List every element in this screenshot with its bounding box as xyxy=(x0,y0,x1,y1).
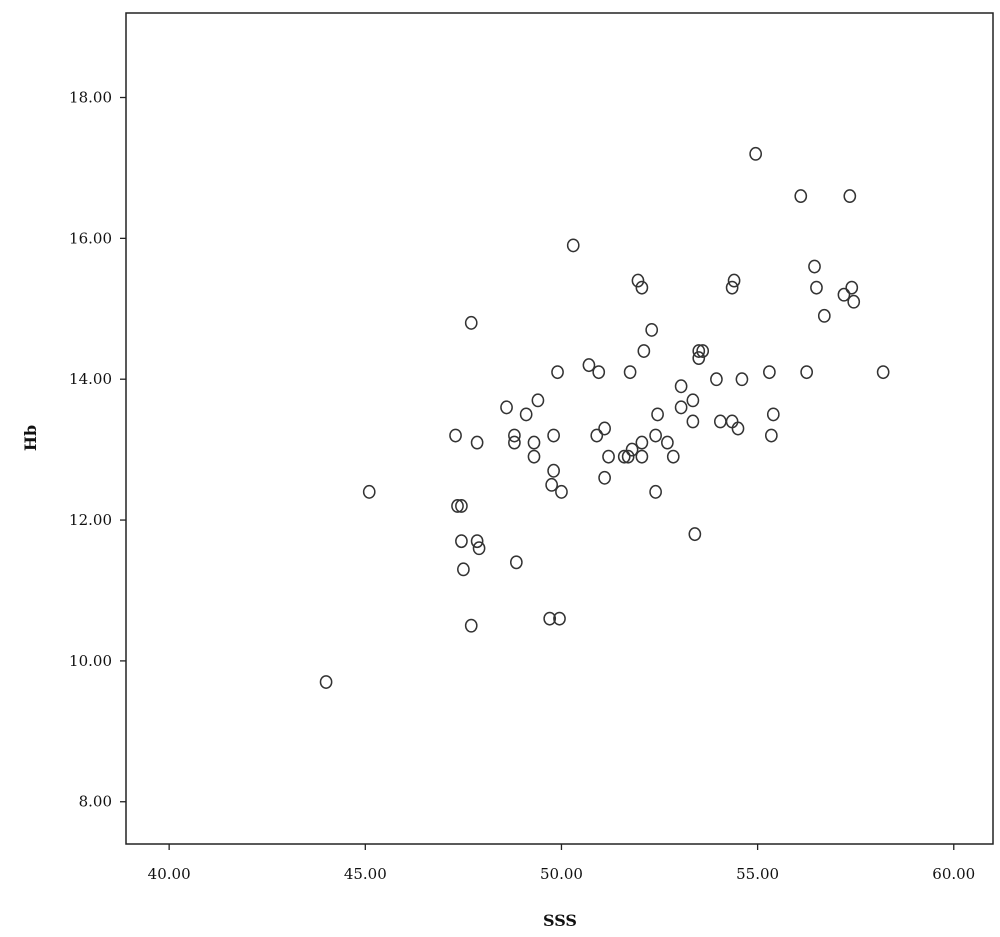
data-point xyxy=(519,407,533,422)
data-point xyxy=(847,294,861,309)
data-point xyxy=(566,238,580,253)
data-point xyxy=(674,379,688,394)
data-point xyxy=(735,372,749,387)
data-point xyxy=(845,280,859,295)
data-point xyxy=(817,308,831,323)
data-point xyxy=(553,611,566,626)
y-axis-title: Hb xyxy=(21,425,40,451)
data-point xyxy=(692,351,706,366)
data-point xyxy=(631,273,645,288)
x-tick-label: 50.00 xyxy=(540,865,583,883)
y-tick-label: 14.00 xyxy=(69,370,112,388)
data-point xyxy=(617,449,631,464)
data-point xyxy=(457,562,470,577)
data-point xyxy=(470,435,484,450)
data-point xyxy=(645,322,659,337)
data-point xyxy=(651,407,664,422)
data-point xyxy=(713,414,727,429)
data-point xyxy=(692,344,706,358)
data-point xyxy=(451,499,464,513)
data-point xyxy=(545,477,559,492)
data-point xyxy=(725,280,739,295)
data-point xyxy=(749,146,763,161)
y-tick-label: 10.00 xyxy=(69,652,112,670)
data-point xyxy=(555,484,568,499)
data-point xyxy=(810,280,823,295)
y-tick-label: 12.00 xyxy=(69,511,112,529)
y-tick-label: 18.00 xyxy=(69,89,112,107)
data-point xyxy=(808,259,821,274)
data-point xyxy=(590,428,604,443)
data-point xyxy=(876,365,890,380)
data-point xyxy=(686,393,700,408)
data-point xyxy=(621,449,635,464)
data-point xyxy=(661,435,674,450)
y-tick-label: 16.00 xyxy=(69,229,112,247)
data-point xyxy=(547,428,560,443)
data-point xyxy=(635,280,649,295)
data-point xyxy=(649,484,662,499)
data-point xyxy=(449,428,462,443)
data-point xyxy=(527,449,541,464)
data-point xyxy=(800,365,814,380)
data-point xyxy=(635,435,649,450)
data-point xyxy=(362,484,376,499)
data-point xyxy=(508,428,521,443)
data-point xyxy=(843,189,857,204)
data-point xyxy=(649,428,662,443)
data-point xyxy=(696,344,710,358)
data-point xyxy=(727,273,741,288)
data-point xyxy=(637,344,651,358)
data-point xyxy=(674,400,688,415)
data-point xyxy=(472,541,486,556)
data-point xyxy=(725,414,739,429)
data-point xyxy=(500,400,513,415)
data-point xyxy=(686,414,700,429)
data-point xyxy=(582,358,596,373)
data-points xyxy=(319,146,890,689)
data-point xyxy=(455,534,468,549)
data-point xyxy=(602,449,615,464)
data-point xyxy=(764,428,778,443)
data-point xyxy=(710,372,723,387)
data-point xyxy=(531,393,545,408)
data-point xyxy=(623,365,637,380)
data-point xyxy=(508,435,521,450)
y-tick-label: 8.00 xyxy=(79,793,112,811)
plot-area-frame xyxy=(125,12,994,845)
data-point xyxy=(319,675,333,689)
data-point xyxy=(635,449,649,464)
data-point xyxy=(509,555,523,570)
x-tick-label: 55.00 xyxy=(736,865,779,883)
x-tick-label: 45.00 xyxy=(344,865,387,883)
x-axis-title: SSS xyxy=(543,911,577,930)
data-point xyxy=(666,449,680,464)
data-point xyxy=(547,463,560,478)
data-point xyxy=(837,287,851,302)
data-point xyxy=(470,534,484,549)
data-point xyxy=(766,407,780,422)
x-tick-label: 60.00 xyxy=(932,865,975,883)
data-point xyxy=(527,435,541,450)
x-tick-label: 40.00 xyxy=(148,865,191,883)
data-point xyxy=(794,189,808,204)
data-point xyxy=(763,365,776,380)
data-point xyxy=(551,365,564,380)
data-point xyxy=(598,421,611,436)
data-point xyxy=(625,442,639,457)
data-point xyxy=(464,618,478,633)
data-point xyxy=(731,421,745,436)
data-point xyxy=(592,365,606,380)
data-point xyxy=(598,470,611,485)
y-axis: 8.00 10.00 12.00 14.00 16.00 18.00 xyxy=(69,89,126,811)
data-point xyxy=(688,527,702,542)
data-point xyxy=(543,611,557,626)
x-axis: 40.00 45.00 50.00 55.00 60.00 xyxy=(148,844,975,883)
data-point xyxy=(455,499,468,513)
data-point xyxy=(464,315,478,330)
